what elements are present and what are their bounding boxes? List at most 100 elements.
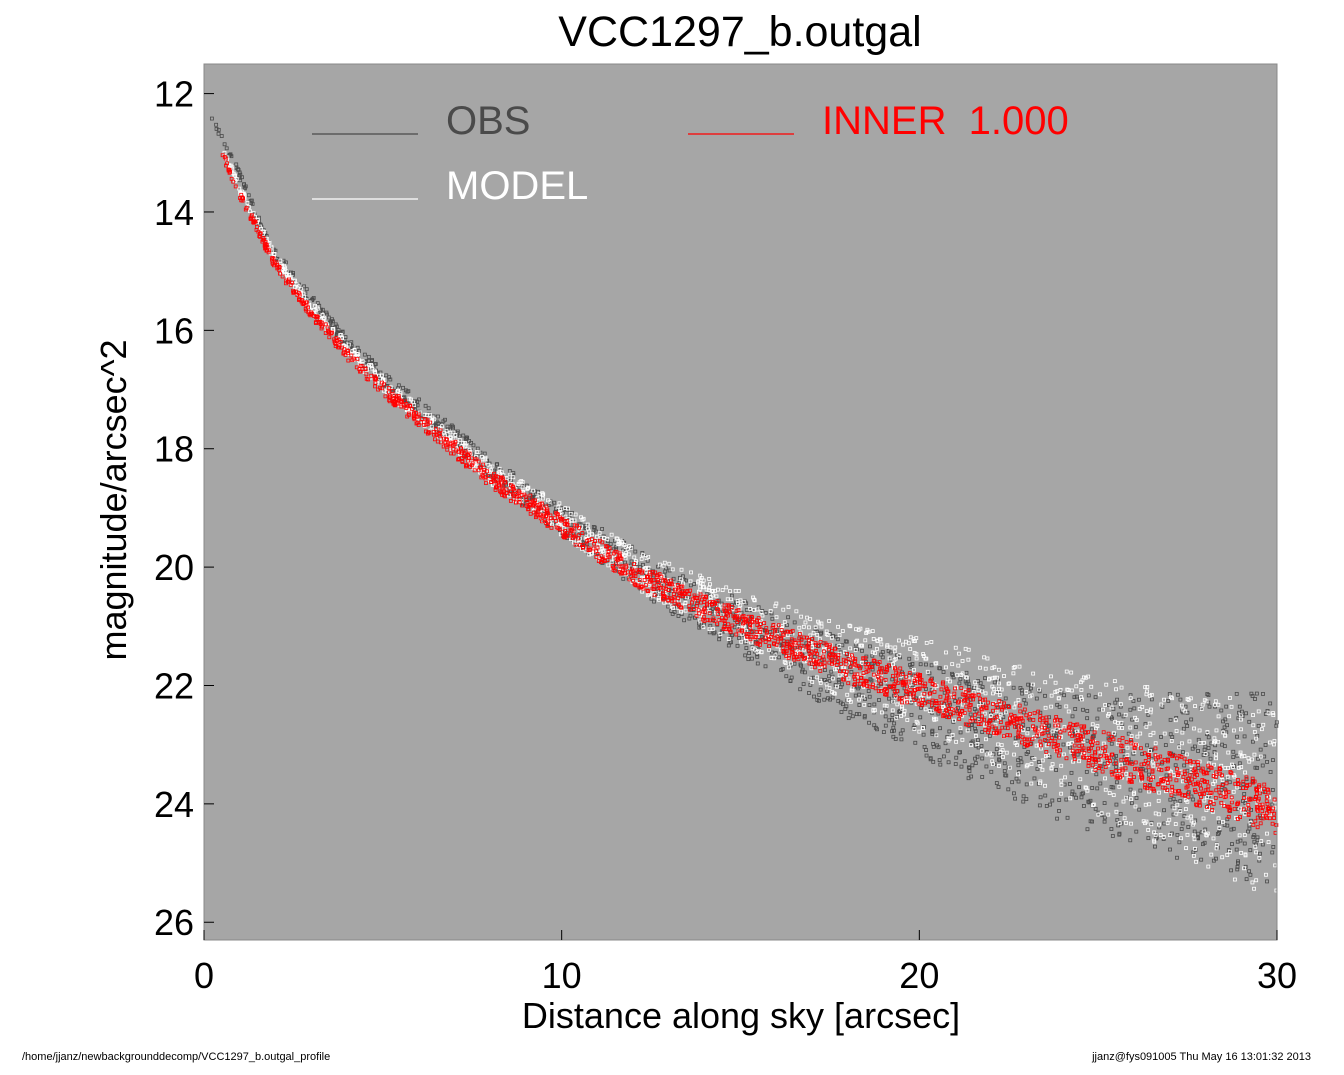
data-point	[293, 285, 297, 289]
data-point	[1059, 734, 1064, 739]
data-point	[1228, 770, 1233, 774]
data-point	[531, 488, 536, 493]
data-point	[750, 630, 754, 635]
data-point	[1236, 739, 1241, 744]
data-point	[651, 587, 656, 592]
data-point	[417, 410, 422, 415]
chart-title: VCC1297_b.outgal	[558, 8, 921, 56]
data-point	[908, 687, 913, 692]
data-point	[1004, 750, 1009, 755]
data-point	[1094, 772, 1099, 777]
data-point	[1264, 872, 1268, 877]
data-point	[426, 406, 431, 411]
data-point	[1268, 770, 1273, 774]
data-point	[364, 372, 369, 377]
data-point	[982, 717, 986, 722]
data-point	[216, 127, 221, 132]
data-point	[867, 684, 872, 689]
data-point	[432, 437, 437, 442]
data-point	[1217, 771, 1222, 776]
data-point	[1129, 797, 1133, 802]
data-point	[878, 666, 883, 671]
data-point	[1213, 795, 1218, 800]
data-point	[824, 682, 829, 687]
data-point	[627, 544, 632, 549]
data-point	[754, 634, 759, 639]
data-point	[770, 650, 774, 655]
data-point	[740, 631, 745, 636]
data-point	[241, 196, 245, 201]
data-point	[1128, 838, 1133, 843]
data-point	[422, 423, 427, 427]
data-point	[1189, 717, 1194, 722]
data-point	[1271, 742, 1276, 747]
data-point	[641, 586, 646, 591]
data-point	[722, 625, 727, 629]
data-point	[1057, 809, 1061, 813]
x-axis-label: Distance along sky [arcsec]	[522, 995, 960, 1036]
data-point	[1175, 756, 1179, 761]
data-point	[1161, 835, 1166, 839]
data-point	[652, 593, 657, 598]
data-point	[997, 699, 1002, 703]
data-point	[973, 726, 977, 731]
data-point	[1000, 707, 1004, 712]
data-point	[1124, 795, 1129, 800]
data-point	[883, 677, 888, 682]
data-point	[732, 616, 737, 620]
data-point	[684, 578, 688, 583]
data-point	[460, 459, 465, 463]
data-point	[248, 217, 253, 221]
data-point	[1178, 809, 1183, 813]
data-point	[1186, 776, 1190, 781]
data-point	[1166, 699, 1171, 703]
data-point	[726, 627, 731, 632]
data-point	[287, 277, 291, 282]
data-point	[251, 220, 256, 225]
data-point	[1125, 753, 1130, 758]
data-point	[672, 594, 677, 599]
data-point	[1057, 797, 1062, 802]
data-point	[963, 722, 968, 727]
data-point	[1247, 869, 1251, 874]
data-point	[331, 327, 336, 331]
data-point	[848, 624, 853, 629]
data-point	[485, 469, 490, 474]
data-point	[695, 599, 700, 604]
data-point	[901, 642, 905, 647]
data-point	[1229, 800, 1234, 805]
data-point	[1216, 784, 1221, 789]
data-point	[1162, 697, 1167, 702]
data-point	[991, 752, 996, 757]
data-point	[737, 607, 742, 611]
data-point	[911, 639, 916, 643]
data-point	[912, 651, 917, 655]
data-point	[288, 282, 293, 287]
data-point	[715, 619, 719, 624]
data-point	[772, 656, 777, 661]
data-point	[503, 480, 508, 485]
data-point	[219, 134, 224, 138]
x-tick-label: 20	[899, 955, 939, 996]
data-point	[335, 331, 339, 335]
data-point	[864, 631, 869, 635]
data-point	[892, 689, 897, 693]
data-point	[1182, 769, 1187, 774]
data-point	[606, 563, 611, 568]
data-point	[755, 654, 760, 659]
data-point	[890, 674, 895, 678]
data-point	[1101, 707, 1105, 712]
data-point	[767, 644, 771, 649]
data-point	[1271, 713, 1276, 718]
data-point	[226, 167, 231, 172]
data-point	[1222, 795, 1227, 800]
data-point	[1217, 820, 1221, 825]
data-point	[895, 653, 899, 657]
data-point	[1249, 818, 1253, 823]
data-point	[1088, 740, 1093, 745]
data-point	[560, 529, 565, 534]
y-tick-label: 22	[154, 665, 194, 706]
data-point	[401, 385, 405, 390]
data-point	[966, 723, 971, 727]
data-point	[1079, 695, 1084, 700]
